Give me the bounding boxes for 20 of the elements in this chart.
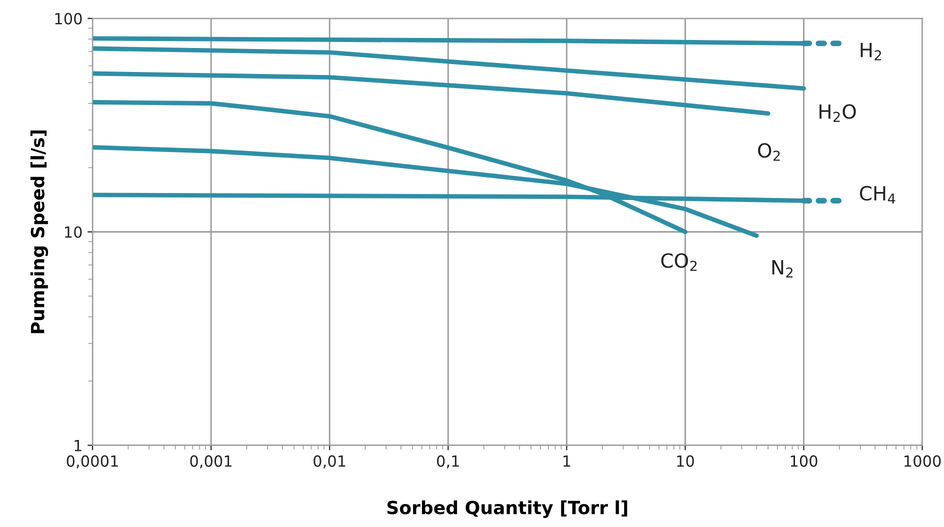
y-tick-label: 100 [55, 12, 82, 24]
text: CH$_{4}$ [860, 186, 896, 204]
line-series [92, 46, 806, 91]
x-axis-title: Sorbed Quantity [Torr l] [387, 500, 628, 518]
series-label: O$_{2}$ [758, 143, 780, 161]
x-tick-label: 0,0001 [66, 455, 118, 468]
x-tick-label: 0,1 [436, 455, 459, 468]
x-tick-label: 0,01 [314, 455, 346, 468]
text: H$_{2}$ [860, 42, 881, 60]
y-axis-title: Pumping Speed [l/s] [30, 130, 48, 334]
y-tick-label: 10 [65, 226, 82, 238]
x-tick-label: 10 [677, 455, 694, 467]
x-tick-label: 1 [563, 456, 570, 467]
series-label: N$_{2}$ [772, 260, 792, 278]
series-label: CO$_{2}$ [661, 253, 697, 271]
x-tick-label: 100 [790, 455, 818, 467]
x-tick-label: 0,001 [190, 455, 232, 468]
x-tick-label: 1000 [904, 455, 941, 467]
series-label: H$_{2}$O [820, 104, 856, 122]
y-tick-label: 1 [74, 440, 82, 452]
